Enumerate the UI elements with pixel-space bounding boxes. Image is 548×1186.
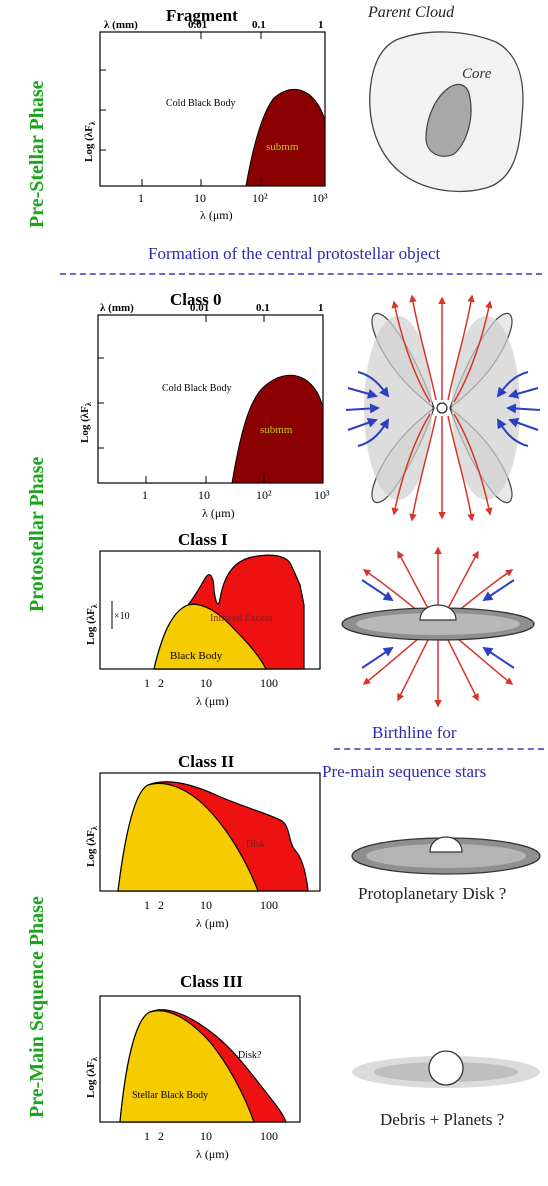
- x-tick: 100: [260, 1129, 278, 1143]
- y-axis-label: Log (λFλ: [85, 826, 99, 867]
- class3-title: Class III: [180, 972, 243, 991]
- x-tick: 2: [158, 898, 164, 912]
- top-axis-label: λ (mm): [100, 302, 134, 314]
- parent-cloud-title: Parent Cloud: [368, 4, 455, 21]
- cold-black-body-label: Cold Black Body: [162, 383, 231, 394]
- x-tick: 1: [138, 191, 144, 205]
- birthline-label: Birthline for: [372, 723, 457, 742]
- phase-label-pre-main-sequence: Pre-Main Sequence Phase: [26, 896, 48, 1118]
- infrared-excess-label: Infrared Excess: [210, 613, 273, 624]
- class3-sed-plot: Log (λFλ 1 2 10 100 λ (μm) Disk? Stellar…: [85, 995, 301, 1161]
- y-axis-label: Log (λFλ: [85, 604, 99, 645]
- black-body-label: Black Body: [170, 650, 223, 662]
- x-axis-label: λ (μm): [196, 916, 229, 930]
- phase-label-pre-stellar: Pre-Stellar Phase: [26, 80, 48, 228]
- protoplanetary-disk-illustration: [351, 836, 541, 875]
- class1-sed-plot: ×10 Log (λFλ 1 2 10 100 λ (μm) Infrared …: [85, 550, 321, 708]
- x-tick: 10: [200, 676, 212, 690]
- x-tick: 10: [200, 1129, 212, 1143]
- top-axis-tick: 0.01: [188, 19, 207, 31]
- protoplanetary-disk-caption: Protoplanetary Disk ?: [358, 884, 507, 903]
- x-tick: 10: [200, 898, 212, 912]
- x-tick: 2: [158, 1129, 164, 1143]
- top-axis-tick: 0.01: [190, 302, 209, 314]
- x-axis-label: λ (μm): [196, 1147, 229, 1161]
- stellar-black-body-label: Stellar Black Body: [132, 1090, 208, 1101]
- x-axis-label: λ (μm): [200, 208, 233, 222]
- y-axis-label: Log (λFλ: [79, 402, 93, 443]
- pre-main-sequence-label: Pre-main sequence stars: [322, 762, 487, 781]
- x-tick: 1: [142, 488, 148, 502]
- birthline-divider: [334, 748, 544, 750]
- class1-protostar-disk-illustration: [341, 546, 535, 708]
- fragment-sed-plot: λ (mm) 0.01 0.1 1 Log (λFλ 1 10 10² 10³ …: [83, 19, 328, 222]
- submm-label: submm: [260, 424, 293, 436]
- core-label: Core: [462, 66, 492, 82]
- disk-question-label: Disk?: [238, 1050, 262, 1061]
- top-axis-tick: 1: [318, 19, 324, 31]
- class1-title: Class I: [178, 530, 228, 549]
- y-axis-label: Log (λFλ: [83, 121, 97, 162]
- x-tick: 1: [144, 1129, 150, 1143]
- x-tick: 10²: [252, 191, 268, 205]
- x-tick: 10: [198, 488, 210, 502]
- top-axis-tick: 1: [318, 302, 324, 314]
- x-tick: 10³: [312, 191, 328, 205]
- phase-label-protostellar: Protostellar Phase: [26, 456, 48, 612]
- x-tick: 1: [144, 676, 150, 690]
- cold-black-body-label: Cold Black Body: [166, 98, 235, 109]
- top-axis-tick: 0.1: [252, 19, 266, 31]
- class0-title: Class 0: [170, 290, 222, 309]
- top-axis-label: λ (mm): [104, 19, 138, 31]
- debris-disk-illustration: [352, 1050, 540, 1088]
- x-tick: 100: [260, 898, 278, 912]
- fragment-title: Fragment: [166, 6, 238, 25]
- y-axis-label: Log (λFλ: [85, 1057, 99, 1098]
- x-axis-label: λ (μm): [202, 506, 235, 520]
- class0-sed-plot: λ (mm) 0.01 0.1 1 Log (λFλ 1 10 10² 10³ …: [79, 302, 330, 520]
- parent-cloud-illustration: Core: [369, 31, 524, 193]
- class0-protostar-illustration: [345, 294, 541, 522]
- debris-planets-caption: Debris + Planets ?: [380, 1110, 505, 1129]
- submm-label: submm: [266, 141, 299, 153]
- x-axis-label: λ (μm): [196, 694, 229, 708]
- class2-sed-plot: Log (λFλ 1 2 10 100 λ (μm) Disk: [85, 772, 321, 930]
- formation-transition-label: Formation of the central protostellar ob…: [148, 244, 441, 263]
- x-tick: 2: [158, 676, 164, 690]
- x-tick: 10²: [256, 488, 272, 502]
- factor-label: ×10: [114, 611, 130, 622]
- formation-divider: [60, 273, 542, 275]
- x-tick: 100: [260, 676, 278, 690]
- disk-label: Disk: [246, 839, 265, 850]
- class2-title: Class II: [178, 752, 235, 771]
- x-tick: 1: [144, 898, 150, 912]
- top-axis-tick: 0.1: [256, 302, 270, 314]
- x-tick: 10³: [314, 488, 330, 502]
- x-tick: 10: [194, 191, 206, 205]
